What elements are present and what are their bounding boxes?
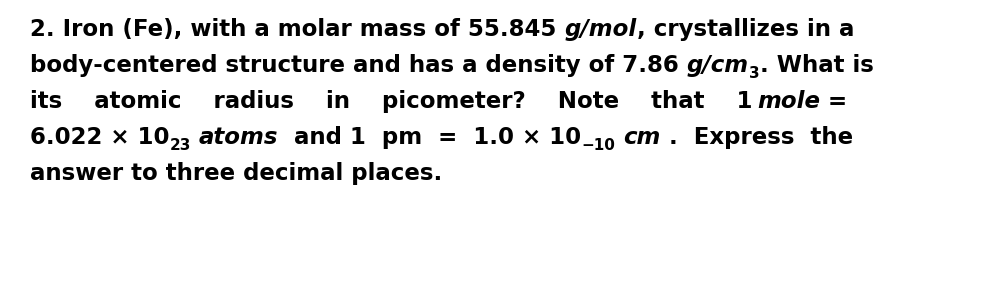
Text: 2. Iron (Fe), with a molar mass of 55.845: 2. Iron (Fe), with a molar mass of 55.84… (30, 18, 564, 41)
Text: body-centered structure and has a density of 7.86: body-centered structure and has a densit… (30, 54, 687, 77)
Text: =: = (820, 90, 847, 113)
Text: cm: cm (623, 126, 661, 149)
Text: −10: −10 (582, 138, 615, 153)
Text: its    atomic    radius    in    picometer?    Note    that    1: its atomic radius in picometer? Note tha… (30, 90, 757, 113)
Text: and 1  pm  =  1.0 × 10: and 1 pm = 1.0 × 10 (278, 126, 582, 149)
Text: atoms: atoms (199, 126, 278, 149)
Text: answer to three decimal places.: answer to three decimal places. (30, 162, 442, 185)
Text: . What is: . What is (760, 54, 873, 77)
Text: g/mol: g/mol (564, 18, 637, 41)
Text: 23: 23 (169, 138, 191, 153)
Text: .  Express  the: . Express the (661, 126, 853, 149)
Text: , crystallizes in a: , crystallizes in a (637, 18, 854, 41)
Text: mole: mole (757, 90, 820, 113)
Text: 6.022 × 10: 6.022 × 10 (30, 126, 169, 149)
Text: g/cm: g/cm (687, 54, 749, 77)
Text: 3: 3 (749, 66, 760, 81)
